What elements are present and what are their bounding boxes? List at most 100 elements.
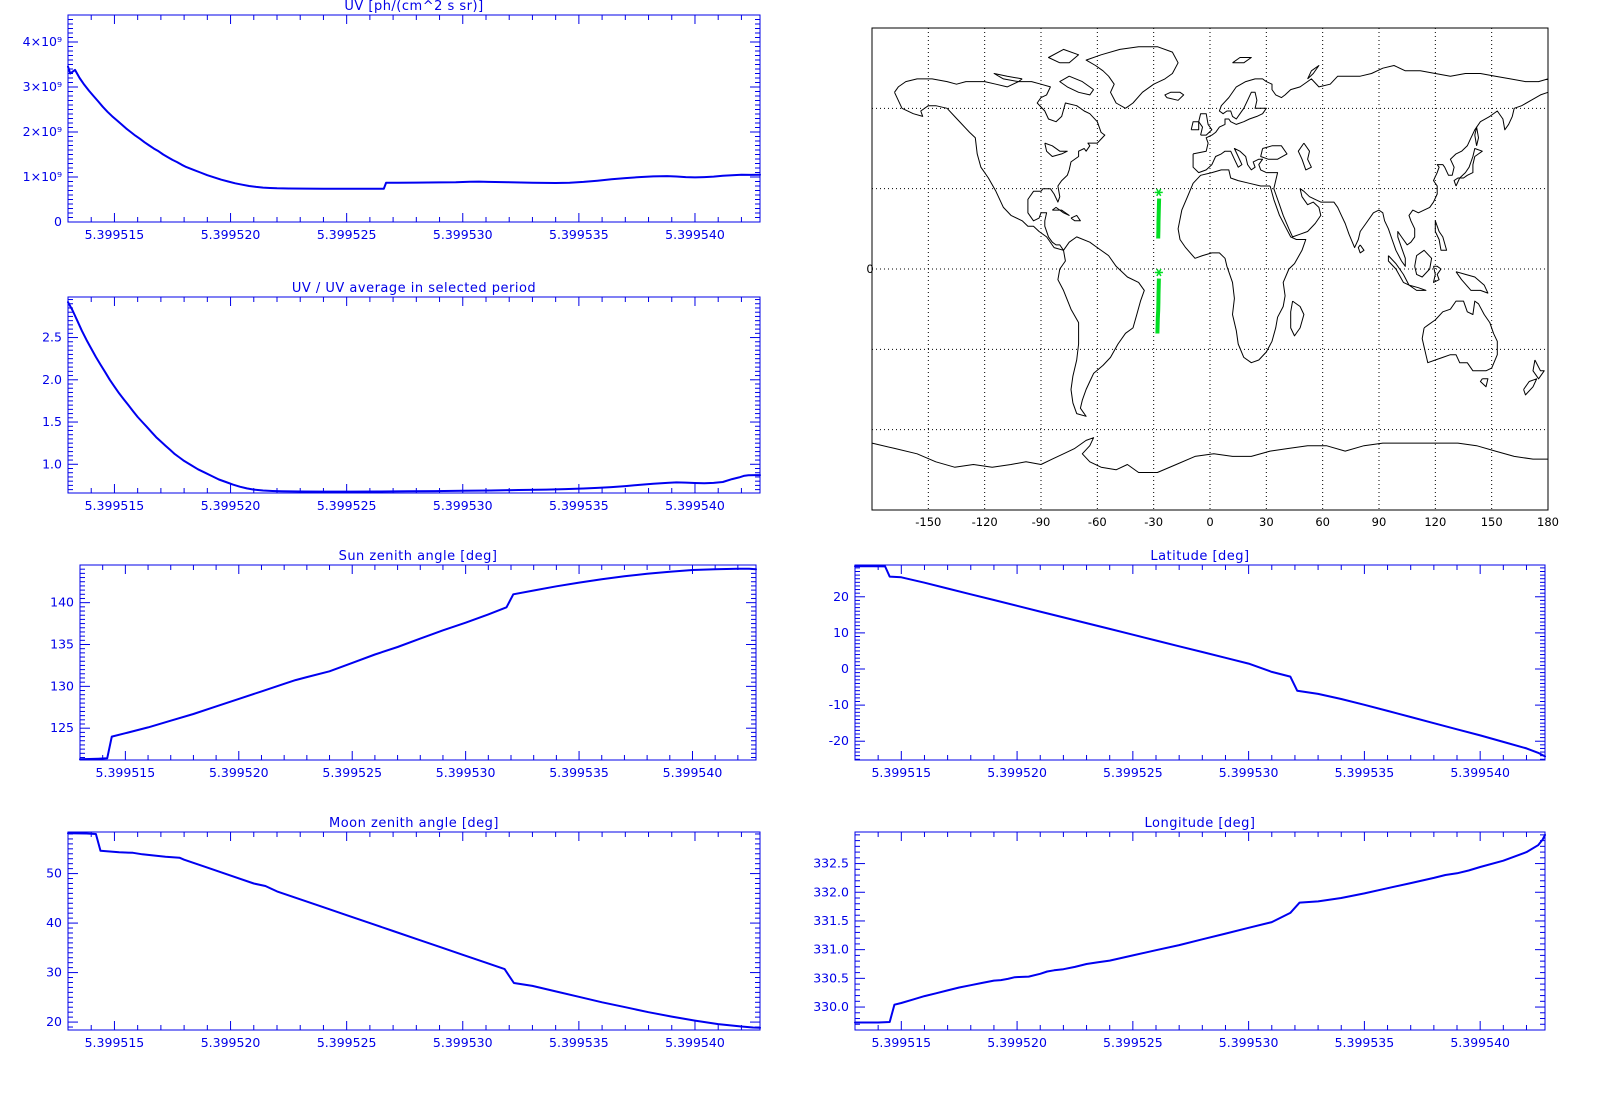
lon-y-tick-label: 330.0 <box>813 999 849 1014</box>
ground-track-segment <box>1155 278 1161 334</box>
coastline <box>1387 255 1410 286</box>
uv-x-tick-label: 5.399530 <box>433 227 493 242</box>
sza-series-line <box>79 567 757 761</box>
ratio-x-tick-label: 5.399540 <box>665 498 725 513</box>
uv-y-tick-label: 0 <box>54 214 62 229</box>
coastline <box>993 73 1023 83</box>
uv-y-tick-label: 4×10⁹ <box>23 34 62 49</box>
lat-x-tick-label: 5.399525 <box>1103 765 1163 780</box>
map-lon-label: 60 <box>1315 515 1330 529</box>
chart-title-longitude: Longitude [deg] <box>1144 816 1256 831</box>
map-lon-label: -90 <box>1032 515 1051 529</box>
uv-y-tick-label: 2×10⁹ <box>23 124 62 139</box>
uv-series-line <box>67 65 761 190</box>
lon-x-tick-label: 5.399515 <box>871 1035 931 1050</box>
sza-x-tick-label: 5.399535 <box>549 765 609 780</box>
sza-x-tick-label: 5.399525 <box>322 765 382 780</box>
coastline <box>1297 142 1312 171</box>
map-lon-label: -30 <box>1144 515 1163 529</box>
coastline <box>1190 121 1200 131</box>
lat-series-line <box>854 565 1546 758</box>
chart-moon: 5.399515 5.399520 5.399525 5.399530 5.399535… <box>46 831 761 1050</box>
ratio-x-tick-label: 5.399525 <box>317 498 377 513</box>
coastline <box>1260 145 1288 160</box>
chart-sza: 5.399515 5.399520 5.399525 5.399530 5.399535… <box>50 564 757 780</box>
coastline <box>1434 220 1448 251</box>
chart-title-latitude: Latitude [deg] <box>1150 549 1250 564</box>
coastline <box>1421 300 1498 372</box>
sza-x-tick-label: 5.399515 <box>96 765 156 780</box>
lat-y-tick-label: 20 <box>833 589 849 604</box>
uv-x-tick-label: 5.399520 <box>201 227 261 242</box>
uv-x-tick-label: 5.399525 <box>317 227 377 242</box>
lon-x-tick-label: 5.399520 <box>987 1035 1047 1050</box>
sza-x-tick-label: 5.399520 <box>209 765 269 780</box>
map-lon-label: 90 <box>1372 515 1387 529</box>
lon-x-tick-label: 5.399530 <box>1219 1035 1279 1050</box>
chart-title-moon-zenith: Moon zenith angle [deg] <box>329 816 499 831</box>
moon-series-line <box>67 832 761 1029</box>
chart-title-sun-zenith: Sun zenith angle [deg] <box>338 549 498 564</box>
track-start-star-icon <box>1156 268 1162 277</box>
moon-x-tick-label: 5.399515 <box>85 1035 145 1050</box>
ratio-x-tick-label: 5.399530 <box>433 498 493 513</box>
map-lon-label: 180 <box>1537 515 1559 529</box>
map-lat-zero-label: 0 <box>866 262 873 276</box>
uv-plot-frame <box>67 14 761 223</box>
ground-track-segment <box>1156 198 1162 239</box>
uv-x-tick-label: 5.399535 <box>549 227 609 242</box>
lat-y-tick-label: -10 <box>829 697 849 712</box>
lat-x-tick-label: 5.399515 <box>871 765 931 780</box>
coastline <box>1059 75 1095 96</box>
lat-x-tick-label: 5.399520 <box>987 765 1047 780</box>
coastline <box>1192 65 1549 267</box>
coastline <box>1048 48 1080 64</box>
moon-x-tick-label: 5.399520 <box>201 1035 261 1050</box>
ratio-y-tick-label: 2.5 <box>42 330 62 345</box>
coastline <box>1455 271 1489 294</box>
uv-y-tick-label: 3×10⁹ <box>23 79 62 94</box>
coastline <box>1085 46 1179 109</box>
coastline <box>1408 284 1427 291</box>
lon-y-tick-label: 332.0 <box>813 884 849 899</box>
chart-lat: 5.399515 5.399520 5.399525 5.399530 5.399535… <box>829 564 1546 780</box>
moon-y-tick-label: 20 <box>46 1014 62 1029</box>
coastline <box>1232 57 1252 64</box>
coastline <box>894 78 1106 251</box>
ratio-y-tick-label: 2.0 <box>42 372 62 387</box>
moon-y-tick-label: 30 <box>46 965 62 980</box>
moon-x-tick-label: 5.399525 <box>317 1035 377 1050</box>
sza-x-tick-label: 5.399540 <box>663 765 723 780</box>
sza-plot-frame <box>79 564 757 761</box>
coastline <box>871 437 1548 473</box>
map-lon-label: -60 <box>1088 515 1107 529</box>
lat-y-tick-label: 10 <box>833 625 849 640</box>
lon-series-line <box>854 833 1546 1024</box>
moon-y-tick-label: 50 <box>46 866 62 881</box>
coastline <box>1433 265 1442 283</box>
ratio-plot-frame <box>67 296 761 494</box>
ratio-x-tick-label: 5.399515 <box>85 498 145 513</box>
lat-x-tick-label: 5.399535 <box>1335 765 1395 780</box>
moon-x-tick-label: 5.399540 <box>665 1035 725 1050</box>
map-lon-label: -150 <box>915 515 941 529</box>
lon-y-tick-label: 331.5 <box>813 913 849 928</box>
map-lon-label: -120 <box>972 515 998 529</box>
coastline <box>1164 91 1185 101</box>
coastline <box>1523 378 1538 396</box>
coastline <box>1307 65 1320 80</box>
chart-uv: 5.399515 5.399520 5.399525 5.399530 5.399535… <box>23 14 761 242</box>
lon-y-tick-label: 330.5 <box>813 970 849 985</box>
lon-x-tick-label: 5.399540 <box>1450 1035 1510 1050</box>
chart-title-uv: UV [ph/(cm^2 s sr)] <box>344 0 484 14</box>
ratio-x-tick-label: 5.399535 <box>549 498 609 513</box>
ratio-y-tick-label: 1.5 <box>42 414 62 429</box>
lon-y-tick-label: 331.0 <box>813 942 849 957</box>
lon-plot-frame <box>854 831 1546 1031</box>
uv-y-tick-label: 1×10⁹ <box>23 169 62 184</box>
ratio-x-tick-label: 5.399520 <box>201 498 261 513</box>
chart-ratio: 5.399515 5.399520 5.399525 5.399530 5.399535… <box>42 296 761 513</box>
lon-x-tick-label: 5.399525 <box>1103 1035 1163 1050</box>
